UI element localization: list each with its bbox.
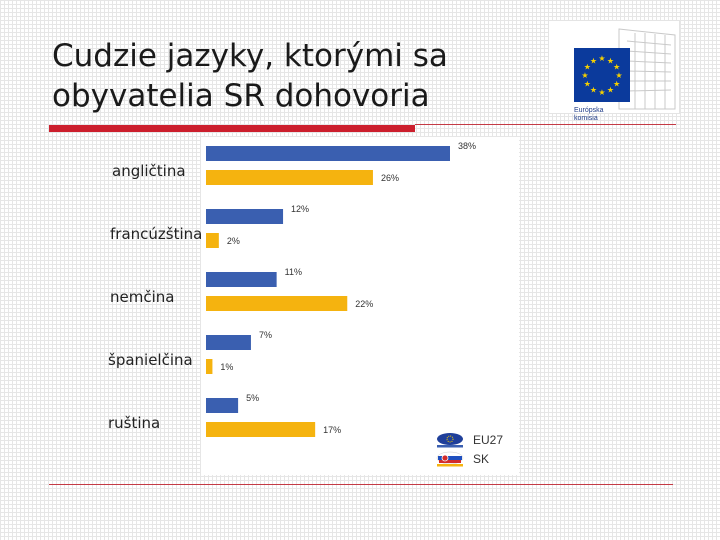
title-line-1: Cudzie jazyky, ktorými sa bbox=[52, 38, 448, 74]
legend-swatch-eu27 bbox=[437, 445, 463, 448]
legend-swatch-sk bbox=[437, 464, 463, 467]
sk-legend-stripe-red bbox=[439, 460, 461, 463]
eu-legend-icon bbox=[437, 433, 463, 445]
bar-eu27-2 bbox=[206, 272, 277, 287]
legend-item-sk: SK bbox=[436, 451, 489, 467]
data-label-sk-4: 17% bbox=[323, 425, 341, 435]
category-label-3: španielčina bbox=[108, 351, 193, 369]
logo-caption: Európska komisia bbox=[574, 107, 644, 123]
data-label-eu27-0: 38% bbox=[458, 141, 476, 151]
data-label-eu27-2: 11% bbox=[285, 267, 302, 277]
title-line-2: obyvatelia SR dohovoria bbox=[52, 78, 430, 114]
title-underline-thin bbox=[415, 124, 676, 125]
legend-label-sk: SK bbox=[473, 452, 489, 466]
bar-eu27-0 bbox=[206, 146, 450, 161]
bar-sk-0 bbox=[206, 170, 373, 185]
flag-star: ★ bbox=[584, 80, 591, 89]
data-label-sk-0: 26% bbox=[381, 173, 399, 183]
flag-star: ★ bbox=[607, 86, 614, 95]
bar-sk-2 bbox=[206, 296, 348, 311]
data-label-eu27-1: 12% bbox=[291, 204, 309, 214]
bar-eu27-1 bbox=[206, 209, 284, 224]
flag-star: ★ bbox=[607, 56, 614, 65]
flag-star: ★ bbox=[615, 71, 622, 80]
sk-legend-emblem bbox=[441, 454, 449, 462]
category-label-1: francúzština bbox=[110, 225, 203, 243]
flag-star: ★ bbox=[598, 88, 605, 97]
flag-star: ★ bbox=[581, 71, 588, 80]
bar-chart: 38% 26% 12% 2% 11% 22% 7% 1% 5% 17% EU27 SK bbox=[206, 141, 503, 467]
bar-eu27-4 bbox=[206, 398, 239, 413]
legend-item-eu27: EU27 bbox=[437, 433, 503, 448]
eu-legend-stars bbox=[446, 435, 454, 443]
data-label-sk-1: 2% bbox=[227, 236, 240, 246]
bar-sk-1 bbox=[206, 233, 219, 248]
category-label-2: nemčina bbox=[110, 288, 175, 306]
flag-star: ★ bbox=[613, 80, 620, 89]
bar-eu27-3 bbox=[206, 335, 251, 350]
flag-star: ★ bbox=[613, 63, 620, 72]
data-label-eu27-3: 7% bbox=[259, 330, 272, 340]
logo-caption-line-1: Európska bbox=[574, 107, 604, 114]
bottom-rule bbox=[49, 484, 673, 485]
chart-panel: 38% 26% 12% 2% 11% 22% 7% 1% 5% 17% EU27 SK bbox=[201, 137, 519, 475]
logo-caption-line-2: komisia bbox=[574, 115, 598, 122]
data-label-eu27-4: 5% bbox=[246, 393, 259, 403]
eu-flag-icon: ★ ★★★★★★★★★★★ bbox=[574, 48, 630, 102]
data-label-sk-2: 22% bbox=[355, 299, 373, 309]
bar-sk-3 bbox=[206, 359, 213, 374]
sk-legend-stripe-blue bbox=[438, 456, 462, 460]
data-label-sk-3: 1% bbox=[220, 362, 233, 372]
category-label-4: ruština bbox=[108, 414, 161, 432]
flag-star: ★ bbox=[590, 86, 597, 95]
european-commission-logo: ★ ★ ★ ★ ★ ★ ★ ★ ★ ★ ★ ★ Európska komisia bbox=[548, 20, 680, 122]
category-label-0: angličtina bbox=[112, 162, 186, 180]
bar-sk-4 bbox=[206, 422, 316, 437]
flag-star: ★ bbox=[584, 63, 591, 72]
title-underline-red bbox=[49, 125, 415, 132]
slide-title: Cudzie jazyky, ktorými sa obyvatelia SR … bbox=[52, 36, 552, 116]
flag-star: ★ bbox=[598, 54, 605, 63]
flag-star: ★ bbox=[590, 56, 597, 65]
legend-label-eu27: EU27 bbox=[473, 433, 503, 447]
